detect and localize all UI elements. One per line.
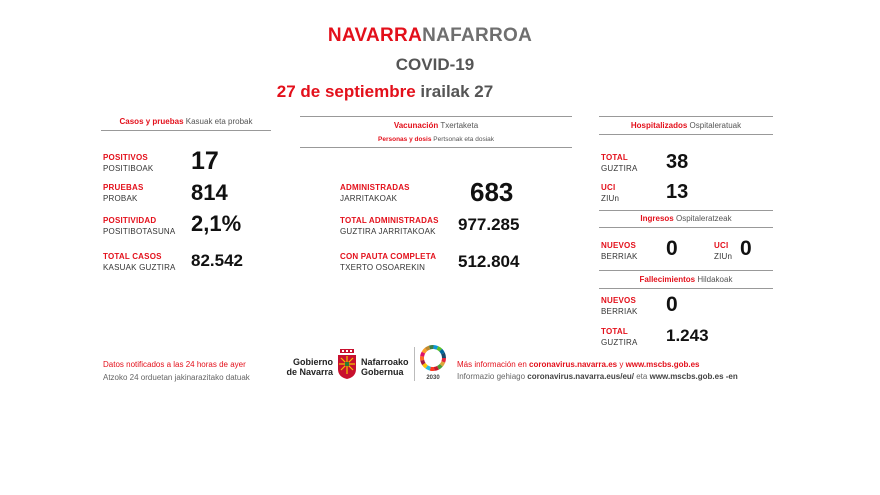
pauta-completa-value: 512.804: [458, 252, 520, 271]
vacunacion-top-rule: [300, 116, 572, 117]
hospital-section: Hospitalizados Ospitaleratuak: [599, 121, 773, 135]
casos-positividad: POSITIVIDAD POSITIBOTASUNA: [103, 216, 176, 236]
vac-pauta: CON PAUTA COMPLETA TXERTO OSOAREKIN: [340, 252, 437, 272]
shield-icon: [337, 349, 357, 379]
footer-info-eu: Informazio gehiago coronavirus.navarra.e…: [457, 372, 738, 381]
casos-heading: Casos y pruebas Kasuak eta probak: [101, 117, 271, 131]
footer-info-es: Más información en coronavirus.navarra.e…: [457, 360, 700, 369]
date-eu: irailak 27: [420, 82, 494, 101]
fallecimientos-nuevos-value: 0: [666, 293, 678, 316]
administradas-value: 683: [470, 177, 514, 207]
logo-divider: [414, 347, 415, 381]
ingresos-uci: UCI ZIUn: [714, 241, 733, 261]
footer-note-es: Datos notificados a las 24 horas de ayer: [103, 360, 246, 369]
hospital-total: TOTAL GUZTIRA: [601, 153, 638, 173]
link-mscbs-es[interactable]: www.mscbs.gob.es: [625, 360, 700, 369]
fallecimientos-nuevos: NUEVOS BERRIAK: [601, 296, 638, 316]
title-es: NAVARRA: [327, 25, 423, 46]
ingresos-uci-value: 0: [740, 237, 752, 260]
ingresos-heading: Ingresos Ospitaleratzeak: [599, 214, 773, 228]
logo-nafarroako: Nafarroako Gobernua: [361, 357, 409, 377]
ingresos-top-rule: [599, 210, 773, 211]
total-administradas-value: 977.285: [458, 215, 520, 234]
title-eu: NAFARROA: [422, 25, 533, 46]
casos-total: TOTAL CASOS KASUAK GUZTIRA: [103, 252, 176, 272]
footer-note-eu: Atzoko 24 orduetan jakinarazitako datuak: [103, 373, 250, 382]
positividad-value: 2,1%: [191, 211, 242, 236]
ingresos-nuevos: NUEVOS BERRIAK: [601, 241, 638, 261]
fallecimientos-total: TOTAL GUZTIRA: [601, 327, 638, 347]
casos-pruebas: PRUEBAS PROBAK: [103, 183, 144, 203]
vacunacion-subheading: Personas y dosis Pertsonak eta dosiak: [300, 136, 572, 148]
link-mscbs-eu[interactable]: www.mscbs.gob.es -en: [649, 372, 738, 381]
ingresos-section: Ingresos Ospitaleratzeak: [599, 214, 773, 228]
casos-positivos: POSITIVOS POSITIBOAK: [103, 153, 154, 173]
page-title: NAVARRANAFARROA: [0, 25, 860, 47]
total-casos-value: 82.542: [191, 251, 243, 270]
sdg-year: 2030: [426, 375, 440, 381]
fallecimientos-top-rule: [599, 270, 773, 271]
report-date: 27 de septiembre irailak 27: [0, 82, 770, 102]
hospital-heading: Hospitalizados Ospitaleratuak: [599, 121, 773, 135]
positivos-value: 17: [191, 147, 219, 175]
vacunacion-heading: Vacunación Txertaketa: [393, 121, 479, 130]
link-coronavirus-navarra-es[interactable]: coronavirus.navarra.es: [529, 360, 618, 369]
hospital-total-value: 38: [666, 151, 689, 173]
fallecimientos-total-value: 1.243: [666, 326, 709, 345]
subtitle: COVID-19: [395, 55, 475, 74]
vac-total: TOTAL ADMINISTRADAS GUZTIRA JARRITAKOAK: [340, 216, 439, 236]
link-coronavirus-navarra-eus[interactable]: coronavirus.navarra.eus/eu/: [527, 372, 634, 381]
vac-administradas: ADMINISTRADAS JARRITAKOAK: [340, 183, 410, 203]
hospital-uci: UCI ZIUn: [601, 183, 620, 203]
date-es: 27 de septiembre: [276, 82, 416, 101]
ingresos-nuevos-value: 0: [666, 237, 678, 260]
hospital-uci-value: 13: [666, 181, 689, 203]
hospital-top-rule: [599, 116, 773, 117]
casos-section: Casos y pruebas Kasuak eta probak: [101, 117, 271, 131]
vacunacion-section: Vacunación Txertaketa Personas y dosis P…: [300, 121, 572, 148]
fallecimientos-heading: Fallecimientos Hildakoak: [599, 275, 773, 289]
logo-gobierno: Gobierno de Navarra: [286, 357, 333, 377]
sdg-wheel-icon: 2030: [420, 345, 446, 385]
fallecimientos-section: Fallecimientos Hildakoak: [599, 275, 773, 289]
pruebas-value: 814: [191, 180, 228, 205]
